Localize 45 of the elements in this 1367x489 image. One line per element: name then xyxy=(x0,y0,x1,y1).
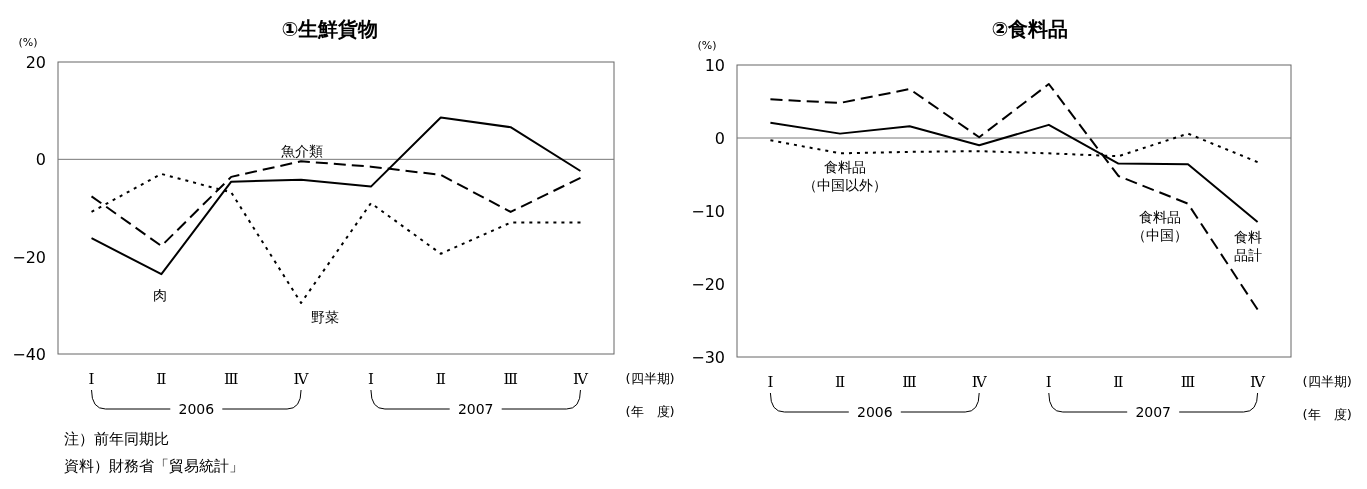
series-label: 魚介類 xyxy=(281,143,323,159)
x-axis-title: (四半期) xyxy=(1302,374,1352,389)
y-tick-label: −40 xyxy=(12,345,46,364)
x-tick-label: Ⅲ xyxy=(503,370,518,388)
x-tick-label: Ⅱ xyxy=(156,370,167,388)
x-tick-label: Ⅱ xyxy=(435,370,446,388)
series-label: 食料品（中国以外） xyxy=(803,159,887,193)
x-tick-label: Ⅳ xyxy=(293,370,310,388)
chart-title: ②食料品 xyxy=(991,17,1069,41)
x-tick-label: Ⅱ xyxy=(1113,373,1124,391)
text: (年 度) xyxy=(625,404,675,419)
y-tick-label: 0 xyxy=(35,150,46,170)
series-label: 野菜 xyxy=(311,309,339,325)
x-tick-label: Ⅳ xyxy=(572,370,589,388)
x-tick-label: Ⅲ xyxy=(223,370,239,388)
x-tick-label: Ⅲ xyxy=(1180,373,1196,391)
text: 2006 xyxy=(178,401,215,417)
x-tick-label: Ⅰ xyxy=(367,370,374,388)
series-label: 食料品（中国） xyxy=(1132,209,1188,243)
series-label: 肉 xyxy=(153,287,167,303)
y-tick-label: 10 xyxy=(704,56,725,75)
y-axis-title: (%) xyxy=(697,39,717,52)
x-tick-label: Ⅳ xyxy=(971,373,988,391)
x-tick-label: Ⅰ xyxy=(1045,373,1052,391)
y-tick-label: −30 xyxy=(691,348,725,367)
x-tick-label: Ⅲ xyxy=(902,373,917,391)
text: 資料）財務省「貿易統計」 xyxy=(64,457,244,475)
series-label: 食料品計 xyxy=(1234,229,1262,263)
y-tick-label: 0 xyxy=(714,129,725,148)
text: 2007 xyxy=(457,401,494,417)
y-axis-title: (%) xyxy=(18,36,38,49)
y-tick-label: −10 xyxy=(691,202,725,221)
text: 注）前年同期比 xyxy=(64,430,169,448)
y-tick-label: −20 xyxy=(12,247,46,267)
x-tick-label: Ⅱ xyxy=(834,373,846,391)
text: (年 度) xyxy=(1302,407,1352,422)
x-tick-label: Ⅳ xyxy=(1250,373,1267,391)
y-tick-label: −20 xyxy=(691,275,725,294)
text: 2006 xyxy=(856,404,893,420)
y-tick-label: 20 xyxy=(25,53,46,72)
text: 2007 xyxy=(1135,404,1172,420)
x-tick-label: Ⅰ xyxy=(767,373,774,391)
x-axis-title: (四半期) xyxy=(625,371,675,386)
x-tick-label: Ⅰ xyxy=(88,370,95,388)
chart-title: ①生鮮貨物 xyxy=(281,17,379,41)
